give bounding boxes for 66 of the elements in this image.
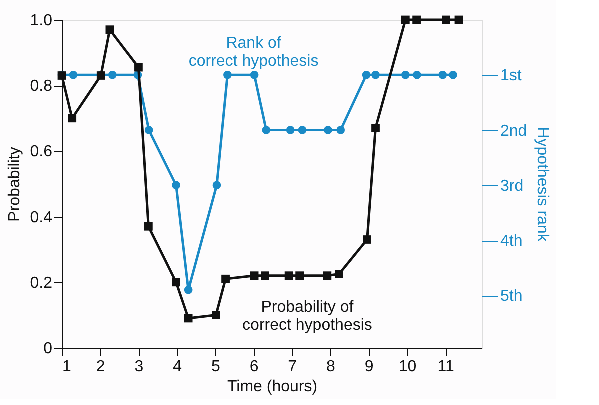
series-label: Probability of correct hypothesis: [242, 299, 372, 334]
point: [335, 270, 344, 278]
point: [286, 126, 295, 134]
point: [401, 70, 410, 80]
point: [401, 16, 410, 24]
y2-tick-label: 2nd: [500, 122, 528, 140]
y2-axis-title: Hypothesis rank: [534, 127, 552, 243]
point: [362, 70, 371, 80]
x-tick-label: 5: [211, 358, 220, 376]
point: [363, 236, 372, 244]
point: [144, 126, 154, 134]
point: [412, 70, 422, 80]
y-tick-label: 1.0: [30, 12, 53, 30]
y2-tick-label: 5th: [500, 288, 523, 306]
point: [372, 124, 380, 132]
x-tick-label: 1: [62, 358, 72, 376]
point: [222, 274, 230, 284]
series-label: Rank of correct hypothesis: [188, 34, 319, 70]
point: [250, 272, 259, 280]
y-tick-label: 0.4: [30, 209, 53, 226]
y2-tick-label: 3rd: [500, 178, 524, 195]
point: [144, 222, 153, 231]
point: [324, 126, 332, 134]
point: [284, 272, 294, 280]
point: [454, 16, 464, 24]
point: [69, 70, 78, 80]
y-tick-label: 0.8: [30, 78, 53, 96]
point: [108, 70, 117, 80]
x-tick-label: 7: [288, 358, 298, 376]
point: [212, 181, 222, 190]
point: [449, 70, 458, 80]
point: [323, 272, 332, 280]
point: [262, 126, 271, 134]
x-tick-label: 8: [326, 358, 336, 376]
point: [438, 70, 448, 80]
point: [172, 181, 180, 190]
point: [184, 286, 193, 294]
x-tick-label: 11: [438, 358, 454, 376]
y2-tick-label: 1st: [500, 68, 522, 85]
point: [372, 70, 380, 80]
point: [106, 26, 114, 34]
x-tick-label: 6: [250, 358, 259, 376]
point: [261, 272, 270, 280]
point: [224, 70, 232, 80]
point: [212, 311, 220, 320]
point: [134, 63, 143, 72]
x-tick-label: 2: [96, 358, 106, 376]
point: [336, 126, 346, 134]
y2-tick-label: 4th: [500, 233, 523, 250]
point: [442, 16, 451, 24]
x-tick-label: 9: [364, 358, 374, 376]
point: [298, 126, 307, 134]
point: [172, 278, 180, 287]
point: [184, 314, 193, 323]
x-tick-label: 4: [173, 358, 182, 376]
y-tick-label: 0.6: [30, 144, 53, 161]
x-tick-label: 3: [134, 358, 144, 376]
x-axis-title: Time (hours): [227, 378, 318, 396]
y-axis-title: Probability: [6, 147, 24, 222]
point: [68, 114, 77, 123]
x-tick-label: 10: [398, 358, 417, 376]
point: [250, 70, 259, 80]
y-tick-label: 0.2: [30, 274, 53, 292]
y-tick-label: 0: [44, 340, 53, 358]
point: [296, 272, 304, 280]
point: [412, 16, 421, 24]
